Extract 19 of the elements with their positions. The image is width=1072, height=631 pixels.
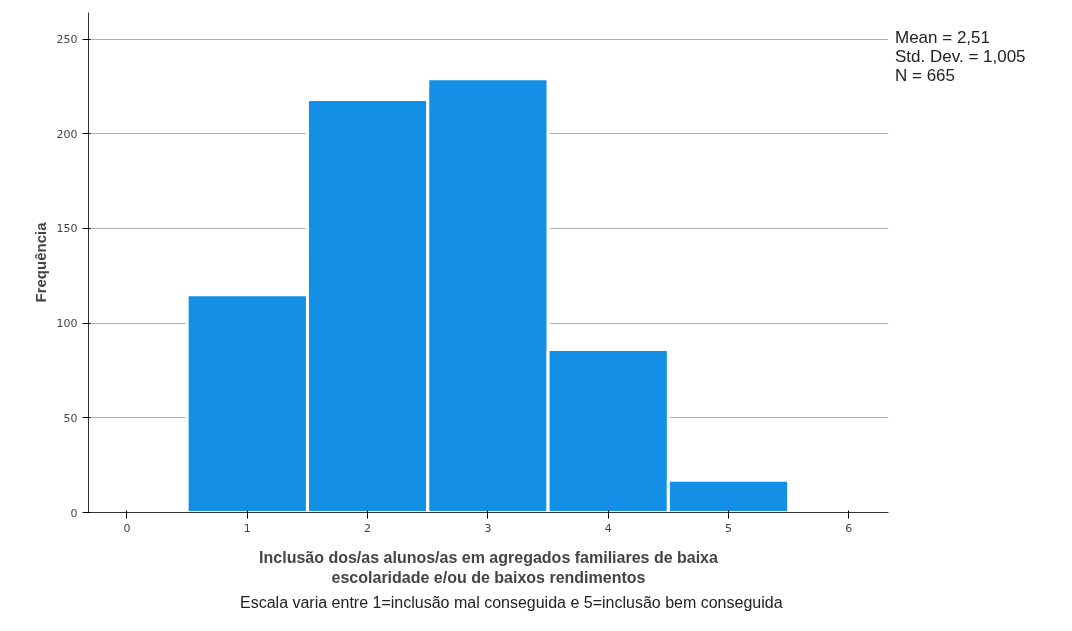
y-tick-label: 250 — [56, 33, 78, 47]
x-tick-label: 4 — [604, 521, 612, 535]
x-tick-label: 6 — [845, 521, 853, 535]
y-tick-label: 150 — [56, 222, 78, 236]
text: Escala varia entre 1=inclusão mal conseguida e 5=inclusão bem conseguida — [240, 593, 783, 612]
x-axis-title: Inclusão dos/as alunos/as em agregados familiares de baixa escolaridade e/ou de baixos rendimentos — [259, 548, 719, 586]
text: Std. Dev. = 1,005 — [895, 47, 1026, 66]
y-tick-label: 0 — [70, 506, 78, 520]
x-tick-label: 2 — [364, 521, 372, 535]
text: N = 665 — [895, 66, 956, 85]
y-tick-label: 50 — [63, 411, 78, 425]
y-axis-title: Frequência — [31, 221, 49, 303]
y-tick-label: 100 — [56, 317, 78, 331]
text: Mean = 2,51 — [895, 28, 990, 47]
x-tick-label: 1 — [243, 521, 251, 535]
y-tick-label: 200 — [56, 127, 78, 141]
x-tick-label: 5 — [725, 521, 732, 535]
x-tick-label: 3 — [484, 521, 492, 535]
x-tick-label: 0 — [123, 521, 131, 535]
